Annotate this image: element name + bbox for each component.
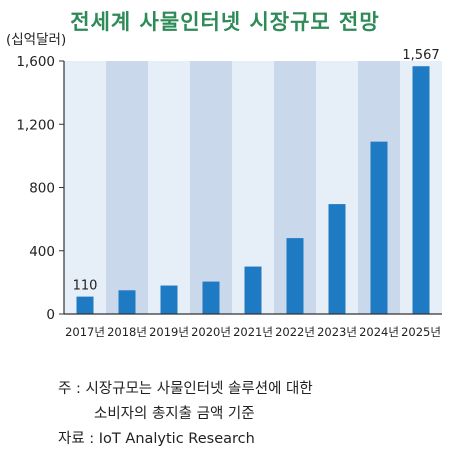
source-note: 자료 : IoT Analytic Research [58, 431, 255, 447]
column-band [190, 61, 232, 314]
x-tick-label: 2020년 [191, 325, 231, 339]
x-tick-label: 2025년 [401, 325, 441, 339]
column-band [64, 61, 106, 314]
y-tick-label: 0 [46, 307, 55, 323]
footnote-line-2: 소비자의 총지출 금액 기준 [94, 406, 255, 422]
bar [202, 281, 220, 314]
data-label: 1,567 [402, 48, 439, 63]
bar [412, 66, 430, 314]
x-tick-label: 2018년 [107, 325, 147, 339]
y-tick-label: 1,600 [16, 54, 55, 70]
data-label: 110 [73, 279, 98, 294]
column-band [106, 61, 148, 314]
bar [286, 238, 304, 314]
column-band [148, 61, 190, 314]
bar [118, 290, 136, 314]
y-tick-label: 400 [29, 244, 55, 260]
x-tick-label: 2017년 [65, 325, 105, 339]
bar [76, 296, 94, 314]
x-tick-label: 2019년 [149, 325, 189, 339]
bar [160, 285, 178, 314]
x-tick-label: 2023년 [317, 325, 357, 339]
chart-title: 전세계 사물인터넷 시장규모 전망 [70, 10, 380, 34]
x-tick-label: 2024년 [359, 325, 399, 339]
y-axis-label: (십억달러) [6, 32, 66, 48]
footnote-line-1: 주 : 시장규모는 사물인터넷 솔루션에 대한 [58, 381, 313, 397]
bar [370, 141, 388, 314]
y-tick-label: 800 [29, 181, 55, 197]
bar [328, 204, 346, 314]
y-tick-label: 1,200 [16, 117, 55, 133]
x-tick-label: 2021년 [233, 325, 273, 339]
bar [244, 266, 262, 314]
x-tick-label: 2022년 [275, 325, 315, 339]
